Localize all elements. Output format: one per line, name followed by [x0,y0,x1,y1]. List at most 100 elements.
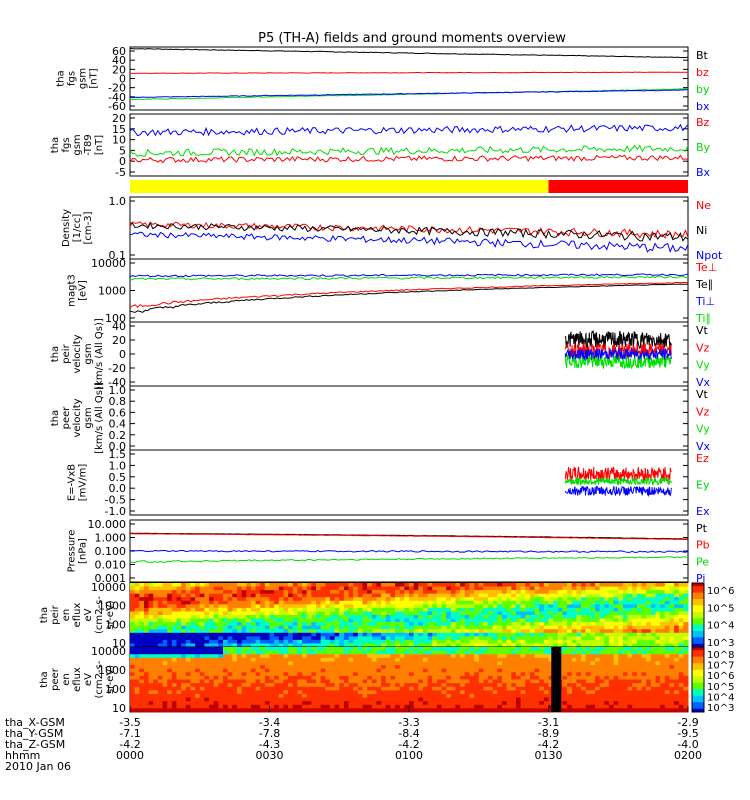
spectrogram-cell [646,683,652,688]
spectrogram-cell [515,672,522,677]
spectrogram-cell [469,604,475,609]
spectrogram-cell [232,701,238,706]
spectrogram-cell [190,636,196,641]
spectrogram-cell [236,590,243,595]
spectrogram-cell [539,643,545,648]
spectrogram-cell [348,583,354,588]
spectrogram-cell [432,704,438,709]
spectrogram-cell [664,650,670,655]
spectrogram-cell [604,701,610,706]
spectrogram-cell [595,686,601,691]
spectrogram-cell [613,600,619,605]
spectrogram-cell [608,622,615,627]
spectrogram-cell [153,597,159,602]
spectrogram-cell [362,690,368,695]
ytick-label: 40 [112,54,126,67]
spectrogram-cell [130,636,136,641]
spectrogram-cell [348,593,354,598]
spectrogram-cell [199,654,205,659]
spectrogram-cell [678,639,684,644]
spectrogram-cell [381,625,387,630]
spectrogram-cell [450,636,456,641]
spectrogram-cell [497,611,503,616]
spectrogram-cell [543,622,549,627]
spectrogram-cell [209,611,215,616]
spectrogram-cell [130,590,136,595]
spectrogram-cell [148,583,154,588]
xaxis-row-label: tha_Y-GSM [5,727,63,740]
spectrogram-cell [641,665,647,670]
spectrogram-cell [404,683,410,688]
spectrogram-cell [139,704,145,709]
spectrogram-cell [664,654,670,659]
spectrogram-cell [618,607,624,612]
spectrogram-cell [236,704,243,709]
spectrogram-cell [636,647,642,652]
spectrogram-cell [515,679,522,684]
spectrogram-cell [362,590,368,595]
spectrogram-cell [241,693,247,699]
spectrogram-cell [446,583,452,588]
spectrogram-cell [255,708,261,713]
spectrogram-cell [529,622,536,627]
spectrogram-cell [413,693,419,699]
spectrogram-cell [171,693,177,699]
spectrogram-cell [278,650,284,655]
spectrogram-cell [399,618,405,623]
spectrogram-cell [520,597,526,602]
spectrogram-cell [195,679,201,684]
spectrogram-cell [236,600,243,605]
spectrogram-cell [492,607,498,612]
spectrogram-cell [171,701,177,706]
spectrogram-cell [474,657,480,662]
spectrogram-cell [325,657,331,662]
spectrogram-cell [455,693,461,699]
spectrogram-cell [148,632,154,637]
spectrogram-cell [362,668,368,673]
spectrogram-cell [195,629,201,634]
spectrogram-cell [255,597,261,602]
spectrogram-cell [213,600,219,605]
spectrogram-cell [371,583,377,588]
spectrogram-cell [302,632,308,637]
spectrogram-cell [292,697,298,702]
spectrogram-cell [260,650,266,655]
spectrogram-cell [348,665,354,670]
spectrogram-cell [130,672,136,677]
spectrogram-cell [227,697,233,702]
spectrogram-cell [478,697,484,702]
spectrogram-cell [636,672,642,677]
spectrogram-cell [153,701,159,706]
spectrogram-cell [422,650,429,655]
spectrogram-cell [278,625,284,630]
spectrogram-cell [348,690,354,695]
spectrogram-cell [181,593,187,598]
spectrogram-cell [134,615,140,620]
spectrogram-cell [130,615,136,620]
spectrogram-cell [385,672,391,677]
spectrogram-cell [246,636,252,641]
spectrogram-cell [627,675,633,680]
spectrogram-cell [539,668,545,673]
spectrogram-cell [413,668,419,673]
spectrogram-cell [362,622,368,627]
spectrogram-cell [460,701,466,706]
spectrogram-cell [260,675,266,680]
spectrogram-cell [264,632,270,637]
spectrogram-cell [678,632,684,637]
spectrogram-cell [562,629,568,634]
spectrogram-cell [622,643,629,648]
spectrogram-cell [329,590,336,595]
spectrogram-cell [650,632,656,637]
spectrogram-cell [283,643,289,648]
spectrogram-cell [548,704,554,709]
spectrogram-cell [130,583,136,588]
spectrogram-cell [362,686,368,691]
spectrogram-cell [590,629,596,634]
spectrogram-cell [525,697,531,702]
spectrogram-cell [339,672,345,677]
spectrogram-cell [153,657,159,662]
spectrogram-cell [348,590,354,595]
spectrogram-cell [195,708,201,713]
spectrogram-cell [399,593,405,598]
